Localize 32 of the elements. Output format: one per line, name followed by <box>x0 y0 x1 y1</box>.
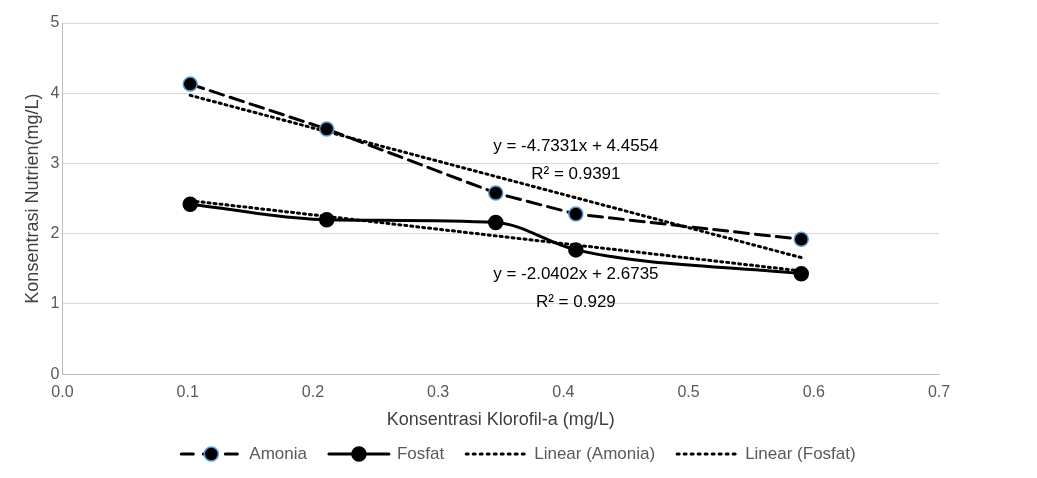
legend-label: Linear (Fosfat) <box>745 443 856 463</box>
legend-label: Amonia <box>249 443 308 463</box>
y-axis-title: Konsentrasi Nutrien(mg/L) <box>21 93 42 304</box>
x-axis-title: Konsentrasi Klorofil-a (mg/L) <box>386 409 615 430</box>
x-tick-label: 0.2 <box>301 383 325 401</box>
x-tick-label: 0.1 <box>176 383 199 401</box>
y-tick-label: 2 <box>50 224 60 242</box>
point <box>487 185 504 201</box>
x-tick-label: 0.6 <box>802 383 825 401</box>
point <box>182 196 198 212</box>
legend-label: Linear (Amonia) <box>534 443 656 463</box>
point <box>318 121 335 137</box>
x-tick-label: 0.3 <box>427 383 450 401</box>
y-tick-label: 0 <box>50 364 60 382</box>
point <box>318 211 335 228</box>
x-tick-label: 0.0 <box>51 383 74 401</box>
y-tick-label: 1 <box>50 294 60 312</box>
point <box>568 242 584 258</box>
point <box>182 76 198 92</box>
point <box>793 231 810 248</box>
x-tick-label: 0.7 <box>927 383 951 401</box>
x-tick-label: 0.4 <box>552 383 575 401</box>
x-tick-label: 0.5 <box>677 383 700 401</box>
y-tick-label: 3 <box>50 153 60 171</box>
annotation: y = -4.7331x + 4.4554 R² = 0.9391 <box>493 135 659 183</box>
y-tick-label: 4 <box>50 83 60 101</box>
point <box>793 266 810 282</box>
point <box>568 206 584 222</box>
legend-label: Fosfat <box>396 443 445 463</box>
annotation: y = -2.0402x + 2.6735 R² = 0.929 <box>493 264 659 312</box>
y-tick-label: 5 <box>50 13 60 31</box>
point <box>487 214 504 231</box>
